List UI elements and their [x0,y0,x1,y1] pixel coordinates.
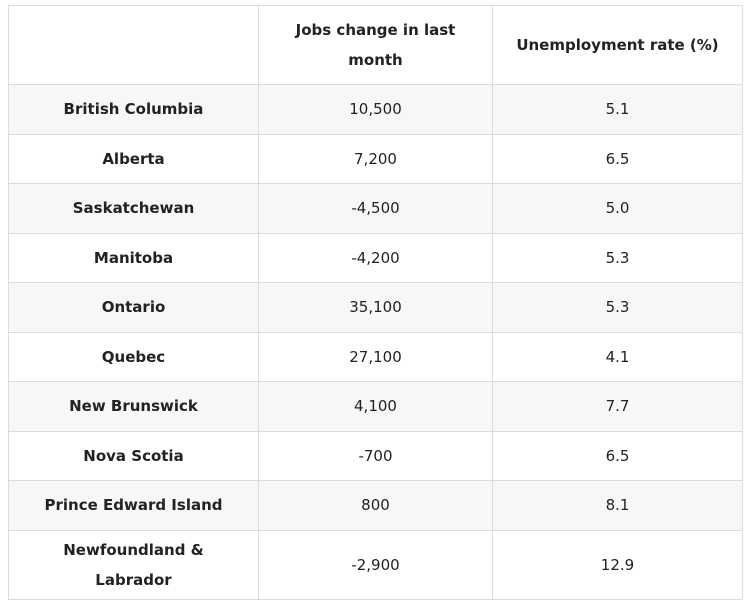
value-cell: -4,200 [258,232,493,283]
value-cell: 27,100 [258,331,493,382]
province-cell: British Columbia [8,84,259,135]
value-cell: 6.5 [492,133,743,184]
header-row: Jobs change in last month Unemployment r… [8,5,743,85]
value-cell: -700 [258,430,493,481]
table-row: Prince Edward Island 800 8.1 [8,480,743,531]
table-row: Saskatchewan -4,500 5.0 [8,183,743,234]
province-cell: Prince Edward Island [8,480,259,531]
province-cell: New Brunswick [8,381,259,432]
header-cell: Jobs change in last month [258,5,493,85]
data-table: Jobs change in last month Unemployment r… [8,5,743,600]
value-cell: 12.9 [492,529,743,600]
value-cell: 35,100 [258,282,493,333]
value-cell: 5.3 [492,232,743,283]
value-cell: 5.1 [492,84,743,135]
value-cell: 7,200 [258,133,493,184]
value-cell: -2,900 [258,529,493,600]
value-cell: 8.1 [492,480,743,531]
table-row: Nova Scotia -700 6.5 [8,430,743,481]
value-cell: 6.5 [492,430,743,481]
province-cell: Quebec [8,331,259,382]
province-cell: Newfoundland & Labrador [8,529,259,600]
value-cell: 7.7 [492,381,743,432]
table-row: New Brunswick 4,100 7.7 [8,381,743,432]
value-cell: 10,500 [258,84,493,135]
value-cell: 4.1 [492,331,743,382]
province-cell: Saskatchewan [8,183,259,234]
table-row: Ontario 35,100 5.3 [8,282,743,333]
value-cell: 800 [258,480,493,531]
value-cell: 5.0 [492,183,743,234]
value-cell: 5.3 [492,282,743,333]
table-row: British Columbia 10,500 5.1 [8,84,743,135]
header-cell: Unemployment rate (%) [492,5,743,85]
value-cell: 4,100 [258,381,493,432]
table-body: British Columbia 10,500 5.1 Alberta 7,200 6.5… [8,84,743,600]
table-row: Manitoba -4,200 5.3 [8,232,743,283]
table-row: Alberta 7,200 6.5 [8,133,743,184]
province-cell: Nova Scotia [8,430,259,481]
table-row: Quebec 27,100 4.1 [8,331,743,382]
province-cell: Ontario [8,282,259,333]
table-row: Newfoundland & Labrador -2,900 12.9 [8,529,743,600]
province-cell: Alberta [8,133,259,184]
header-cell [8,5,259,85]
value-cell: -4,500 [258,183,493,234]
province-cell: Manitoba [8,232,259,283]
